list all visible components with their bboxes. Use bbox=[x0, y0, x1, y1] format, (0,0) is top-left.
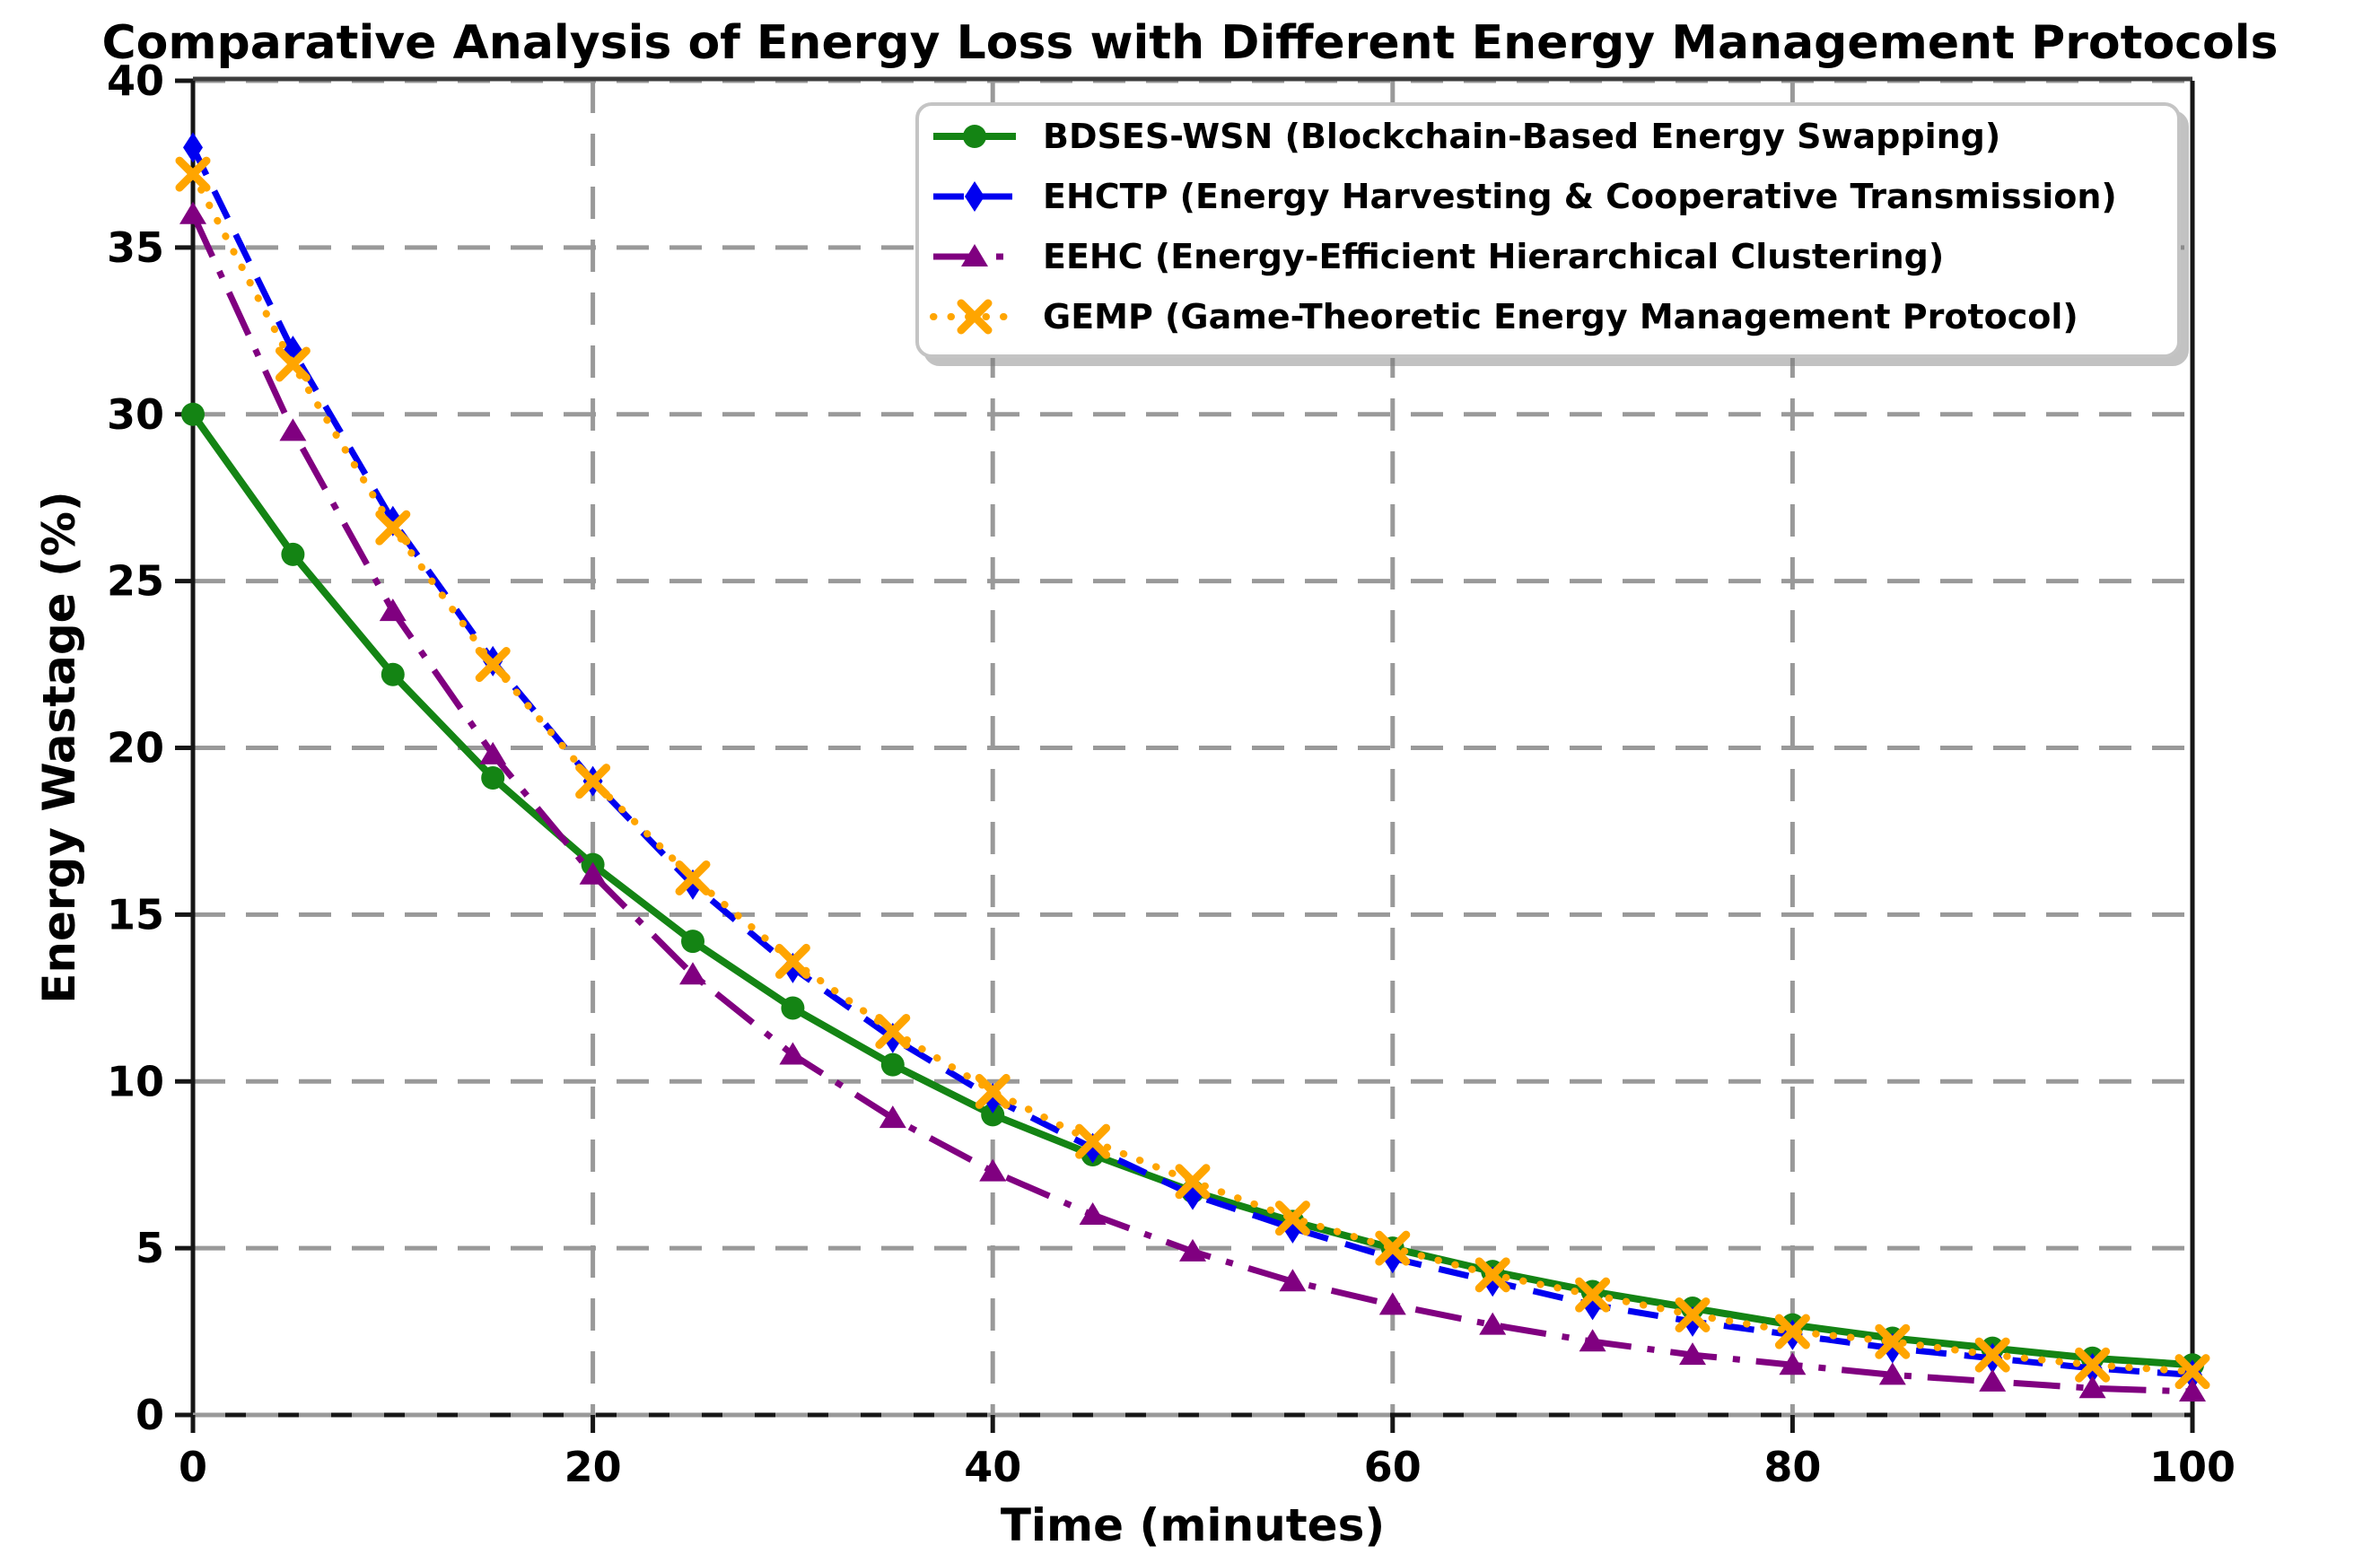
triangle-marker bbox=[2179, 1378, 2206, 1401]
triangle-marker bbox=[479, 741, 507, 764]
triangle-marker bbox=[779, 1042, 807, 1065]
triangle-marker bbox=[879, 1105, 906, 1129]
series-3 bbox=[175, 156, 2210, 1390]
circle-marker bbox=[781, 996, 805, 1020]
x-tick-label: 60 bbox=[1364, 1443, 1422, 1491]
y-tick-label: 40 bbox=[107, 57, 164, 105]
x-marker bbox=[2174, 1354, 2210, 1390]
legend-item: EHCTP (Energy Harvesting & Cooperative T… bbox=[933, 177, 2117, 216]
x-marker bbox=[1875, 1323, 1911, 1359]
series-layer bbox=[175, 132, 2210, 1401]
y-tick-label: 15 bbox=[107, 890, 164, 939]
diamond-marker bbox=[183, 132, 203, 163]
y-tick-label: 25 bbox=[107, 557, 164, 606]
triangle-marker bbox=[1378, 1292, 1406, 1315]
triangle-marker bbox=[1279, 1269, 1307, 1292]
y-tick-label: 10 bbox=[107, 1057, 164, 1105]
x-marker bbox=[2075, 1347, 2111, 1383]
y-tick-label: 30 bbox=[107, 390, 164, 439]
x-marker bbox=[175, 156, 211, 192]
triangle-marker bbox=[1579, 1329, 1606, 1352]
x-marker bbox=[575, 764, 611, 799]
legend-item: EEHC (Energy-Efficient Hierarchical Clus… bbox=[933, 237, 1944, 276]
y-axis-label: Energy Wastage (%) bbox=[33, 491, 85, 1004]
series-0 bbox=[181, 402, 2204, 1377]
x-marker bbox=[875, 1013, 911, 1049]
triangle-marker bbox=[579, 861, 607, 885]
series-line bbox=[189, 145, 2193, 1378]
x-marker bbox=[475, 647, 511, 683]
legend-item-label: EEHC (Energy-Efficient Hierarchical Clus… bbox=[1043, 237, 1944, 276]
legend: BDSES-WSN (Blockchain-Based Energy Swapp… bbox=[915, 102, 2181, 358]
legend-item-label: GEMP (Game-Theoretic Energy Management P… bbox=[1043, 297, 2078, 336]
series-2 bbox=[179, 201, 2206, 1401]
circle-marker bbox=[381, 662, 405, 686]
triangle-marker bbox=[279, 418, 307, 441]
x-marker bbox=[375, 510, 411, 546]
x-marker bbox=[774, 943, 810, 979]
triangle-marker bbox=[1179, 1238, 1206, 1262]
axes-spines bbox=[190, 76, 2195, 1418]
triangle-marker bbox=[961, 244, 988, 266]
chart-title: Comparative Analysis of Energy Loss with… bbox=[101, 16, 2278, 70]
triangle-marker bbox=[1979, 1368, 2007, 1392]
x-tick-label: 20 bbox=[564, 1443, 622, 1491]
triangle-marker bbox=[179, 201, 206, 224]
circle-marker bbox=[963, 125, 986, 148]
x-marker bbox=[1175, 1164, 1211, 1200]
series-line bbox=[189, 170, 2196, 1375]
legend-item: BDSES-WSN (Blockchain-Based Energy Swapp… bbox=[933, 117, 2000, 156]
x-marker bbox=[1474, 1257, 1510, 1293]
triangle-marker bbox=[1479, 1312, 1507, 1335]
y-tick-label: 20 bbox=[107, 724, 164, 773]
x-marker bbox=[1974, 1337, 2010, 1373]
triangle-marker bbox=[1079, 1201, 1107, 1225]
legend-item-label: BDSES-WSN (Blockchain-Based Energy Swapp… bbox=[1043, 117, 2000, 156]
circle-marker bbox=[281, 542, 305, 566]
x-marker bbox=[1375, 1230, 1411, 1266]
diamond-marker bbox=[965, 181, 984, 212]
circle-marker bbox=[981, 1103, 1005, 1127]
triangle-marker bbox=[1878, 1362, 1906, 1385]
x-marker bbox=[1575, 1277, 1611, 1313]
x-marker bbox=[1075, 1123, 1111, 1159]
x-tick-label: 80 bbox=[1763, 1443, 1821, 1491]
x-marker bbox=[1274, 1201, 1310, 1236]
circle-marker bbox=[181, 402, 205, 426]
triangle-marker bbox=[1679, 1342, 1706, 1366]
y-tick-label: 5 bbox=[136, 1224, 164, 1272]
x-tick-label: 40 bbox=[964, 1443, 1021, 1491]
x-axis-label: Time (minutes) bbox=[1001, 1499, 1385, 1551]
x-marker bbox=[275, 346, 311, 382]
x-tick-label: 0 bbox=[179, 1443, 207, 1491]
circle-marker bbox=[481, 765, 505, 790]
y-tick-label: 0 bbox=[136, 1391, 164, 1439]
circle-marker bbox=[681, 930, 704, 954]
series-line bbox=[189, 213, 2193, 1395]
x-marker bbox=[975, 1073, 1011, 1109]
legend-box bbox=[915, 102, 2181, 358]
circle-marker bbox=[880, 1052, 905, 1077]
triangle-marker bbox=[1779, 1352, 1807, 1375]
legend-item: GEMP (Game-Theoretic Energy Management P… bbox=[930, 297, 2078, 336]
triangle-marker bbox=[379, 598, 407, 622]
series-line bbox=[189, 412, 2193, 1369]
tick-layer: 0 20 40 60 80 100 0 5 10 15 20 25 30 35 40 bbox=[107, 57, 2236, 1491]
legend-item-label: EHCTP (Energy Harvesting & Cooperative T… bbox=[1043, 177, 2117, 216]
x-marker bbox=[675, 860, 711, 895]
x-tick-label: 100 bbox=[2149, 1443, 2236, 1491]
x-marker bbox=[957, 299, 993, 335]
triangle-marker bbox=[679, 962, 706, 985]
x-marker bbox=[1675, 1297, 1711, 1332]
triangle-marker bbox=[979, 1158, 1007, 1182]
y-tick-label: 35 bbox=[107, 223, 164, 272]
triangle-marker bbox=[2078, 1375, 2106, 1399]
x-marker bbox=[1774, 1314, 1810, 1349]
